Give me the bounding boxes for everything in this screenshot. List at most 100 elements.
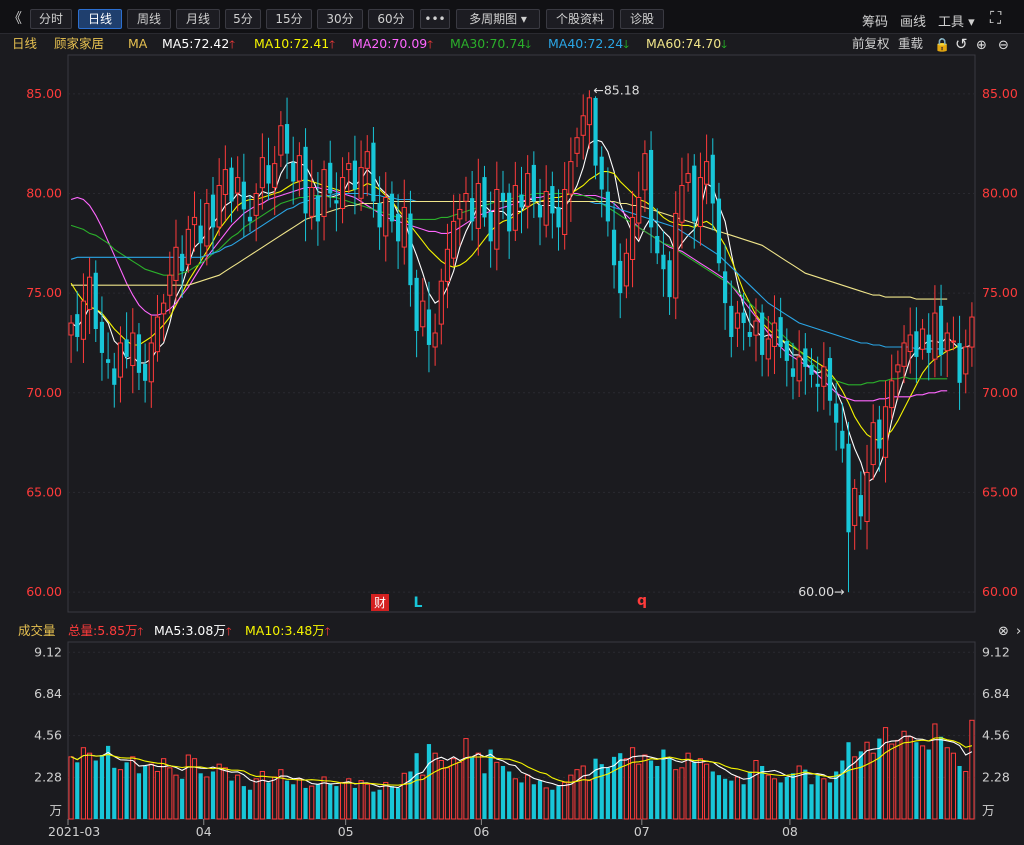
candle[interactable] bbox=[519, 166, 524, 234]
candle[interactable] bbox=[401, 179, 407, 265]
volume-bar[interactable] bbox=[389, 786, 395, 819]
candle[interactable] bbox=[512, 161, 518, 242]
candle[interactable] bbox=[765, 316, 771, 377]
candle[interactable] bbox=[760, 304, 765, 377]
volume-bar[interactable] bbox=[914, 742, 919, 819]
volume-bar[interactable] bbox=[692, 762, 697, 819]
candle[interactable] bbox=[580, 94, 586, 160]
back-icon[interactable]: 《 bbox=[8, 11, 22, 27]
volume-bar[interactable] bbox=[463, 738, 469, 820]
volume-bar[interactable] bbox=[734, 776, 741, 820]
volume-bar[interactable] bbox=[475, 752, 481, 820]
candle[interactable] bbox=[470, 170, 475, 241]
candle[interactable] bbox=[414, 269, 419, 358]
volume-bar[interactable] bbox=[568, 774, 574, 820]
volume-bar[interactable] bbox=[86, 752, 93, 820]
candle[interactable] bbox=[210, 176, 216, 255]
candle[interactable] bbox=[339, 157, 346, 224]
candle[interactable] bbox=[944, 322, 950, 378]
candle[interactable] bbox=[846, 421, 851, 593]
chips-button[interactable]: 筹码 bbox=[862, 15, 889, 30]
volume-bar[interactable] bbox=[315, 784, 320, 819]
candle[interactable] bbox=[710, 138, 715, 231]
volume-bar[interactable] bbox=[420, 774, 426, 820]
volume-bar[interactable] bbox=[284, 780, 290, 819]
volume-bar[interactable] bbox=[704, 763, 710, 820]
candle[interactable] bbox=[143, 343, 148, 403]
candle[interactable] bbox=[185, 215, 191, 273]
candle[interactable] bbox=[500, 170, 506, 220]
candle[interactable] bbox=[747, 304, 752, 347]
volume-bar[interactable] bbox=[358, 780, 364, 820]
volume-bar[interactable] bbox=[840, 760, 845, 819]
volume-bar[interactable] bbox=[907, 736, 913, 820]
candle[interactable] bbox=[895, 350, 901, 400]
candle[interactable] bbox=[840, 402, 845, 463]
candle[interactable] bbox=[741, 292, 746, 351]
candle[interactable] bbox=[901, 325, 907, 384]
candle[interactable] bbox=[136, 323, 142, 391]
volume-bar[interactable] bbox=[180, 778, 185, 819]
volume-bar[interactable] bbox=[512, 778, 518, 820]
volume-bar[interactable] bbox=[919, 745, 926, 820]
volume-bar[interactable] bbox=[537, 780, 543, 819]
volume-bar[interactable] bbox=[148, 763, 154, 820]
volume-bar[interactable] bbox=[864, 741, 870, 820]
volume-bar[interactable] bbox=[371, 791, 376, 819]
volume-bar[interactable] bbox=[99, 755, 105, 819]
volume-bar[interactable] bbox=[222, 767, 228, 820]
candle[interactable] bbox=[266, 137, 271, 201]
volume-bar[interactable] bbox=[136, 773, 142, 819]
volume-bar[interactable] bbox=[741, 784, 746, 819]
volume-bar[interactable] bbox=[438, 760, 444, 820]
volume-bar[interactable] bbox=[191, 758, 198, 820]
volume-bar[interactable] bbox=[321, 776, 327, 820]
volume-bar[interactable] bbox=[161, 758, 167, 820]
volume-bar[interactable] bbox=[247, 789, 253, 819]
candle[interactable] bbox=[99, 296, 105, 381]
candle[interactable] bbox=[790, 342, 796, 400]
volume-bar[interactable] bbox=[130, 756, 136, 820]
candle[interactable] bbox=[907, 307, 913, 374]
volume-bar[interactable] bbox=[259, 770, 265, 820]
volume-bar[interactable] bbox=[889, 743, 895, 820]
volume-bar[interactable] bbox=[309, 785, 315, 820]
l-marker[interactable]: L bbox=[414, 595, 423, 611]
zoom-out-icon[interactable]: ⊖ bbox=[998, 38, 1009, 53]
candle[interactable] bbox=[661, 231, 666, 297]
candle[interactable] bbox=[950, 316, 957, 351]
volume-bar[interactable] bbox=[414, 753, 419, 819]
volume-bar[interactable] bbox=[882, 727, 889, 820]
volume-bar[interactable] bbox=[877, 738, 882, 819]
volume-bar[interactable] bbox=[401, 772, 407, 820]
volume-bar[interactable] bbox=[938, 736, 944, 819]
tab-60min[interactable]: 60分 bbox=[368, 9, 414, 29]
candle[interactable] bbox=[586, 90, 592, 149]
volume-bar[interactable] bbox=[470, 756, 475, 819]
adjust-button[interactable]: 前复权 bbox=[852, 36, 890, 51]
candle[interactable] bbox=[408, 190, 413, 307]
candle[interactable] bbox=[389, 181, 395, 233]
volume-bar[interactable] bbox=[796, 765, 802, 820]
volume-bar[interactable] bbox=[364, 783, 370, 820]
volume-bar[interactable] bbox=[383, 781, 389, 820]
q-marker[interactable]: q bbox=[637, 593, 647, 609]
candle[interactable] bbox=[957, 315, 962, 410]
volume-bar[interactable] bbox=[210, 771, 216, 819]
candle[interactable] bbox=[247, 195, 253, 232]
volume-bar[interactable] bbox=[969, 719, 975, 820]
candle[interactable] bbox=[482, 165, 487, 227]
candle[interactable] bbox=[636, 171, 642, 240]
candle[interactable] bbox=[673, 191, 679, 320]
volume-bar[interactable] bbox=[154, 770, 161, 820]
candle[interactable] bbox=[877, 405, 882, 472]
zoom-in-icon[interactable]: ⊕ bbox=[976, 38, 987, 53]
candle[interactable] bbox=[827, 346, 833, 416]
volume-bar[interactable] bbox=[562, 781, 568, 820]
candle[interactable] bbox=[371, 127, 376, 218]
candle[interactable] bbox=[882, 380, 889, 483]
volume-bar[interactable] bbox=[75, 762, 80, 819]
volume-bar[interactable] bbox=[241, 786, 246, 819]
volume-bar[interactable] bbox=[346, 778, 352, 820]
candle[interactable] bbox=[753, 298, 759, 362]
